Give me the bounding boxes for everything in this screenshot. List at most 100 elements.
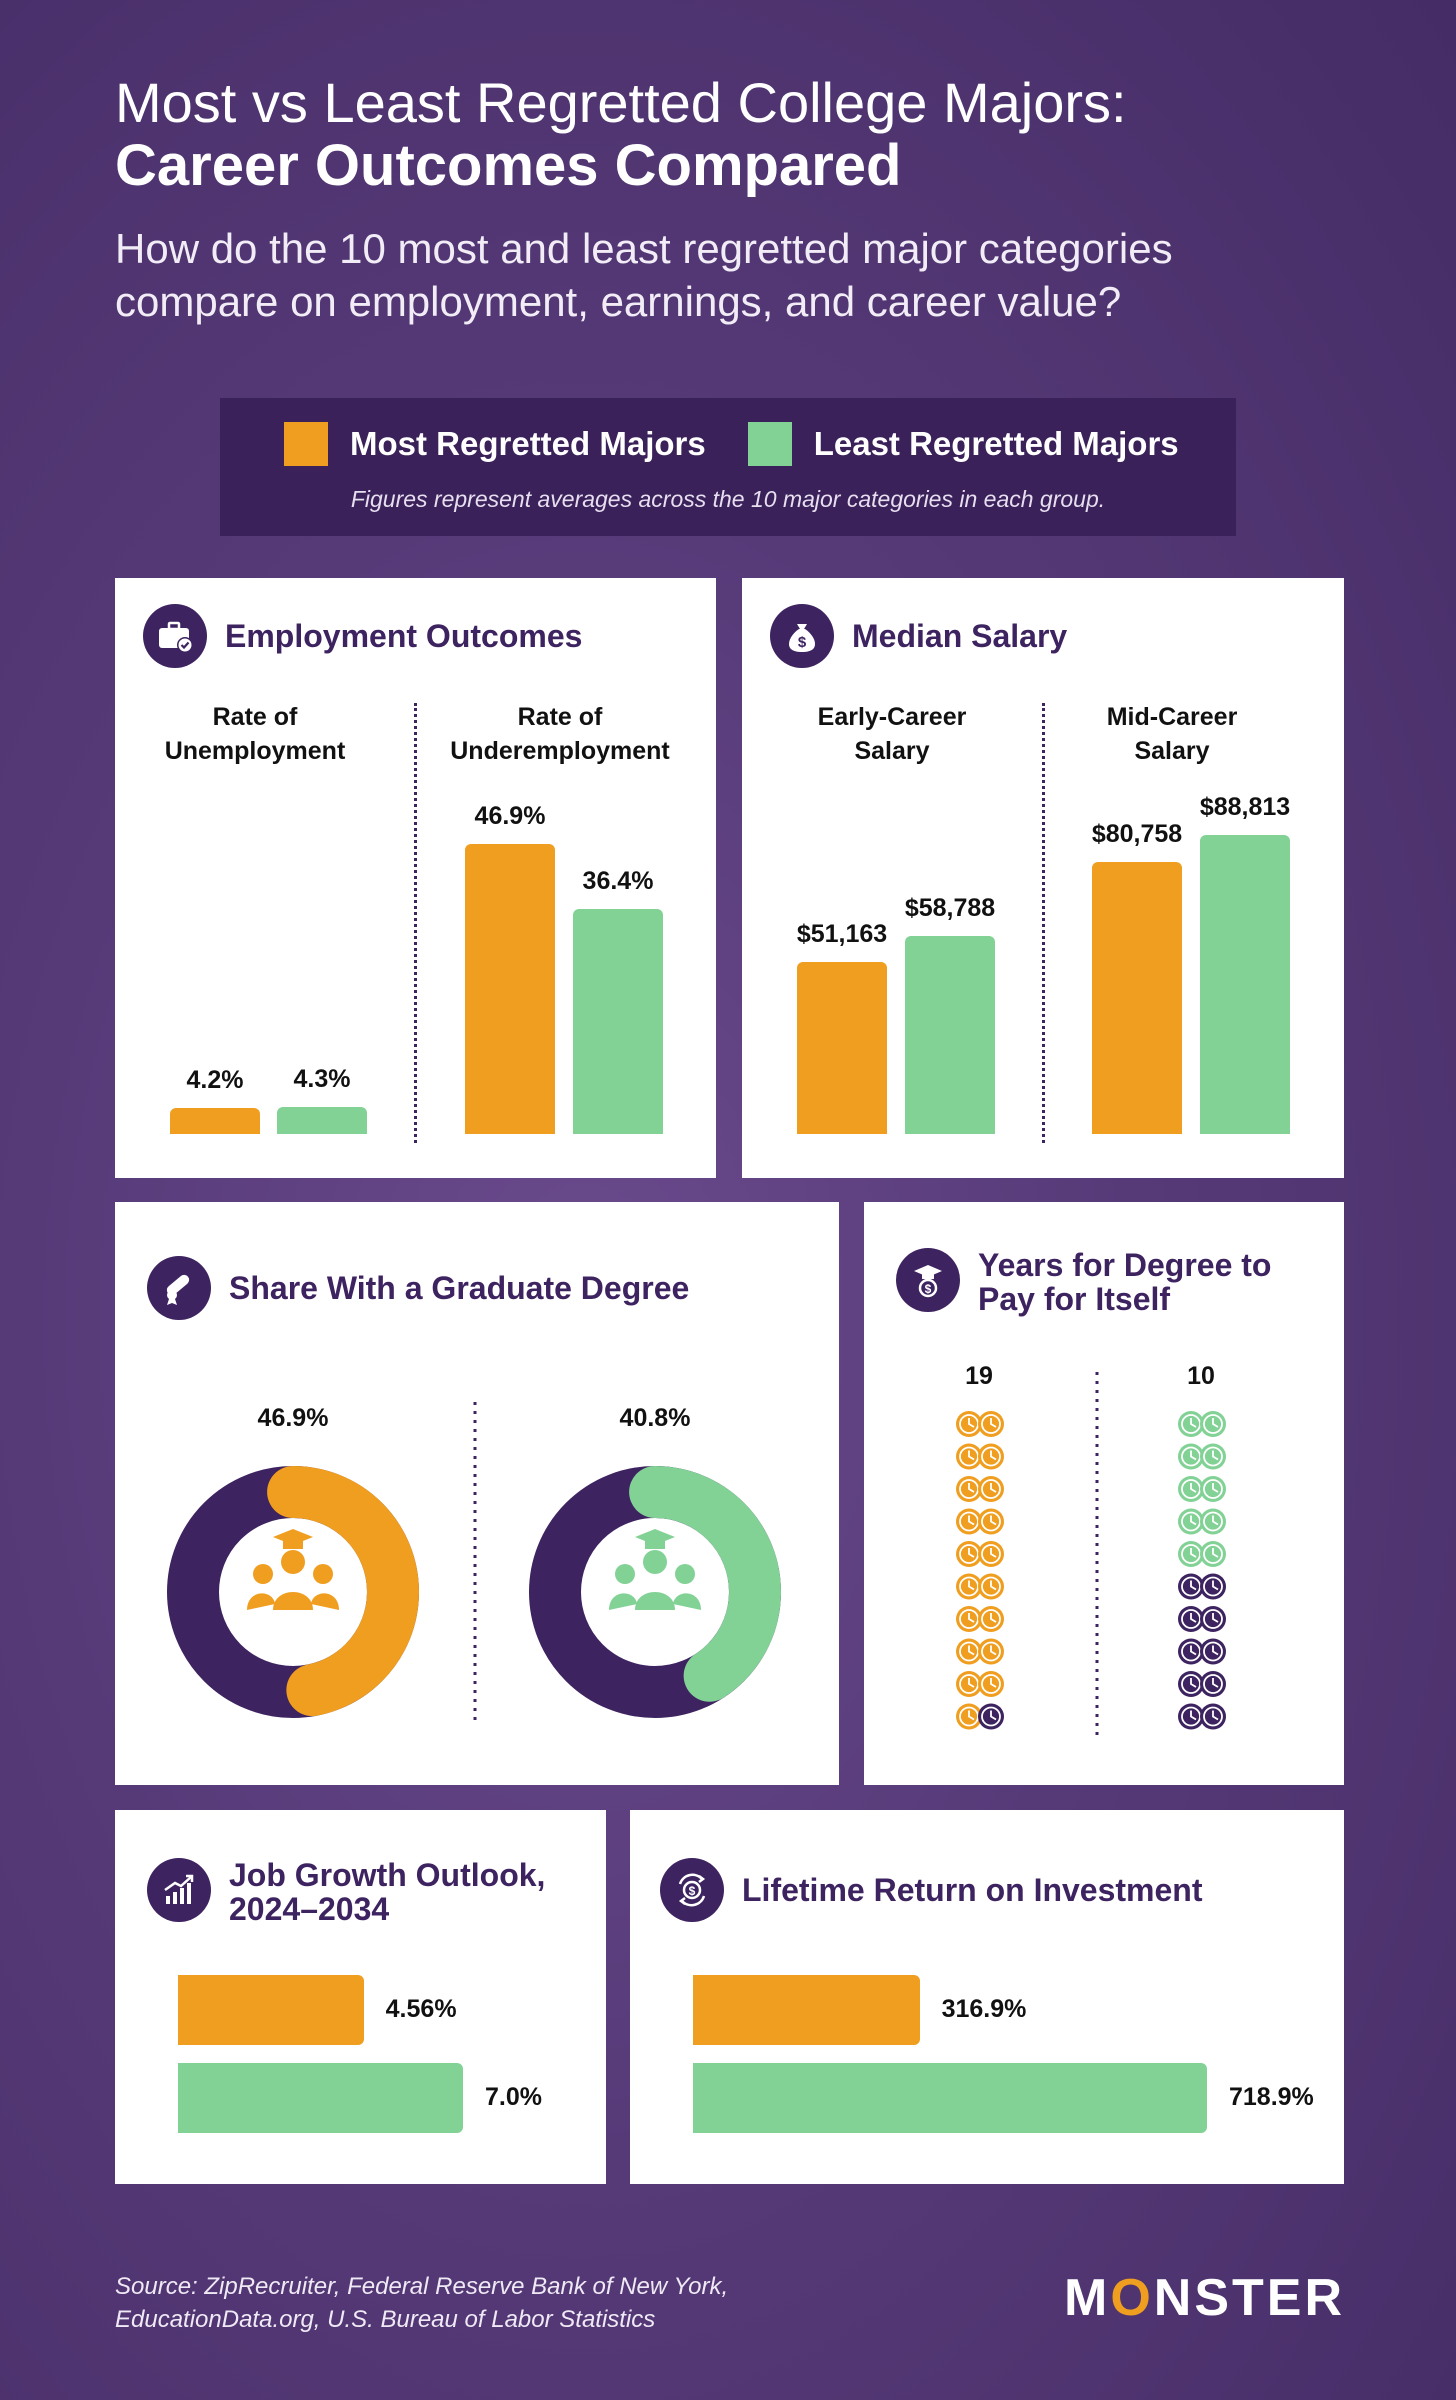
salary-divider: [1042, 703, 1045, 1143]
clock-icon: [1200, 1703, 1226, 1730]
clock-icon: [1178, 1541, 1204, 1567]
logo-text: MONSTER: [1064, 2269, 1346, 2327]
clock-icon: [1200, 1573, 1226, 1600]
employment-outcomes-card: Employment Outcomes Rate of Unemployment…: [115, 578, 716, 1178]
hbar-least: [693, 2063, 1207, 2133]
bar-label-most-1: $80,758: [1091, 820, 1183, 849]
donut-label-least: 40.8%: [620, 1404, 691, 1432]
growth-chart-icon: [147, 1858, 211, 1922]
bar-label-least-1: 36.4%: [582, 866, 654, 895]
legend-label-most: Most Regretted Majors: [350, 425, 706, 462]
roi-card: $ Lifetime Return on Investment 316.9% 71…: [630, 1810, 1344, 2184]
clock-icon: [1200, 1671, 1226, 1697]
clock-icon: [956, 1508, 982, 1535]
clock-icon: [1200, 1508, 1226, 1535]
hbar-least: [178, 2063, 463, 2133]
clock-icon: [978, 1638, 1004, 1665]
payback-card-title: Years for Degree to Pay for Itself: [978, 1247, 1272, 1317]
clock-icon: [956, 1671, 982, 1697]
hbar-most: [693, 1975, 920, 2045]
diploma-icon: [147, 1256, 211, 1320]
job-growth-card-title: Job Growth Outlook, 2024–2034: [229, 1857, 546, 1927]
legend-note: Figures represent averages across the 10…: [350, 486, 1106, 512]
briefcase-check-icon: [143, 604, 207, 668]
bar-label-least-1: $88,813: [1199, 793, 1291, 821]
clock-icon: [978, 1541, 1004, 1567]
page-subtitle: How do the 10 most and least regretted m…: [115, 225, 1173, 325]
page-title-line1: Most vs Least Regretted College Majors:: [115, 71, 1127, 134]
donut-least: [529, 1466, 781, 1718]
bar-label-most-0: 4.2%: [186, 1066, 244, 1095]
employment-card-title: Employment Outcomes: [225, 618, 583, 654]
graduate-card-title: Share With a Graduate Degree: [229, 1270, 690, 1306]
legend-swatch-most: [284, 422, 328, 466]
clock-icon: [978, 1443, 1004, 1470]
payback-years-card: $ Years for Degree to Pay for Itself 19 …: [864, 1202, 1344, 1785]
roi-card-title: Lifetime Return on Investment: [742, 1872, 1203, 1908]
people-graduation-icon-most: [247, 1529, 339, 1610]
bar-most-0: [170, 1108, 260, 1134]
svg-text:$: $: [925, 1282, 932, 1296]
clock-icon: [1200, 1443, 1226, 1470]
bar-least-0: [277, 1107, 367, 1134]
hbar-label-least: 718.9%: [1229, 2083, 1314, 2111]
monster-logo: MONSTER: [1064, 2268, 1345, 2328]
donut-label-most: 46.9%: [258, 1404, 329, 1432]
bar-most-1: [1092, 862, 1182, 1134]
donut-most: [167, 1466, 419, 1718]
clock-icon: [1200, 1476, 1226, 1502]
money-bag-icon: $: [770, 604, 834, 668]
bar-least-1: [573, 908, 663, 1134]
clock-icon: [1200, 1638, 1226, 1665]
bar-label-least-0: $58,788: [904, 894, 996, 923]
early-career-label: Early-Career Salary: [817, 703, 967, 765]
bar-most-0: [797, 961, 887, 1134]
payback-value-least: 10: [1187, 1362, 1215, 1390]
clock-icon: [978, 1703, 1004, 1730]
clock-icon: [956, 1606, 982, 1632]
people-graduation-icon-least: [609, 1529, 701, 1610]
source-note: Source: ZipRecruiter, Federal Reserve Ba…: [115, 2273, 729, 2333]
clock-icon: [978, 1573, 1004, 1600]
median-salary-card: $ Median Salary Early-Career Salary Mid-…: [742, 578, 1344, 1178]
clock-icon: [978, 1411, 1004, 1437]
legend-swatch-least: [747, 422, 792, 466]
legend-box: Most Regretted Majors Least Regretted Ma…: [220, 398, 1236, 536]
clock-icon: [1178, 1671, 1204, 1697]
graduate-donut-chart: 46.9% 40.8%: [167, 1402, 781, 1722]
graduate-degree-card: Share With a Graduate Degree 46.9% 40.8%: [115, 1202, 839, 1785]
job-growth-card: Job Growth Outlook, 2024–2034 4.56% 7.0%: [115, 1810, 606, 2184]
hbar-label-most: 4.56%: [385, 1995, 457, 2023]
svg-text:$: $: [689, 1884, 696, 1898]
mid-career-label: Mid-Career Salary: [1106, 703, 1238, 765]
clock-icon: [1178, 1476, 1204, 1502]
hbar-most: [178, 1975, 364, 2045]
clock-icon: [1178, 1606, 1204, 1632]
hbar-label-least: 7.0%: [485, 2083, 542, 2111]
graduation-dollar-icon: $: [896, 1248, 960, 1312]
bar-label-least-0: 4.3%: [293, 1065, 351, 1094]
clock-icon: [1200, 1606, 1226, 1632]
bar-least-0: [905, 936, 995, 1134]
clock-icon: [978, 1476, 1004, 1502]
clock-icon: [978, 1508, 1004, 1535]
salary-card-title: Median Salary: [852, 618, 1068, 654]
employment-divider: [414, 703, 417, 1143]
clock-icon: [978, 1606, 1004, 1632]
hbar-label-most: 316.9%: [941, 1995, 1027, 2023]
page-title-line2: Career Outcomes Compared: [115, 133, 902, 198]
clock-icon: [956, 1638, 982, 1665]
unemployment-label: Rate of Unemployment: [164, 703, 346, 765]
clock-icon: [978, 1671, 1004, 1697]
bar-label-most-1: 46.9%: [474, 802, 546, 830]
donut-slice-least: [629, 1466, 781, 1702]
bar-label-most-0: $51,163: [796, 919, 888, 948]
underemployment-label: Rate of Underemployment: [450, 703, 670, 765]
payback-value-most: 19: [965, 1362, 993, 1390]
legend-label-least: Least Regretted Majors: [813, 425, 1179, 462]
payback-pictogram-chart: 19 10: [956, 1362, 1226, 1737]
bar-most-1: [465, 844, 555, 1134]
clock-icon: [1200, 1411, 1226, 1437]
dollar-cycle-icon: $: [660, 1858, 724, 1922]
bar-least-1: [1200, 835, 1290, 1134]
